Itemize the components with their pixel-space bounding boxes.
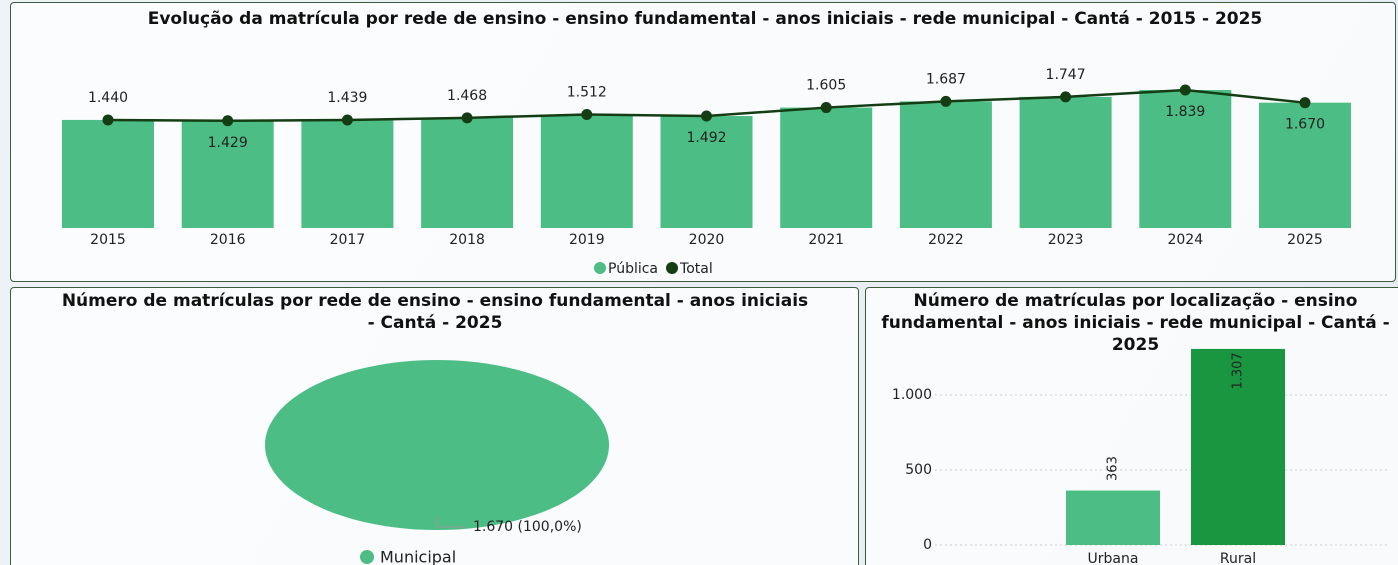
- point: [701, 110, 712, 122]
- point: [820, 102, 832, 114]
- leader-line: [436, 517, 465, 528]
- bar: [1259, 102, 1351, 228]
- legend-marker: [594, 262, 606, 274]
- bar: [1019, 96, 1112, 229]
- x-tick-label: Urbana: [1088, 551, 1139, 565]
- point: [102, 114, 114, 126]
- point: [1060, 91, 1072, 103]
- x-tick-label: 2021: [808, 232, 844, 248]
- data-label: 1.512: [567, 85, 607, 101]
- bar: [899, 101, 992, 228]
- data-label: 363: [1106, 456, 1121, 481]
- x-tick-label: 2015: [90, 232, 126, 248]
- legend-label: Total: [679, 261, 713, 277]
- data-label: 1.440: [88, 90, 128, 106]
- x-tick-label: 2022: [928, 232, 964, 248]
- data-label: 1.439: [327, 90, 367, 106]
- x-tick-label: 2017: [330, 232, 366, 248]
- data-label: 1.839: [1165, 104, 1205, 120]
- data-label: 1.605: [806, 78, 846, 94]
- data-label: 1.307: [1231, 352, 1246, 389]
- pie-slice: [265, 360, 609, 530]
- bar: [660, 116, 753, 228]
- x-tick-label: 2016: [210, 232, 246, 248]
- point: [581, 109, 593, 121]
- bar: [181, 120, 274, 228]
- data-label: 1.670: [1285, 117, 1325, 133]
- point: [1299, 97, 1311, 109]
- data-label: 1.687: [926, 71, 966, 87]
- chart-title: Evolução da matrícula por rede de ensino…: [147, 9, 1263, 29]
- data-label: 1.747: [1046, 67, 1086, 83]
- bar: [780, 107, 873, 228]
- bar: [421, 117, 514, 228]
- y-tick-label: 500: [905, 462, 932, 478]
- point: [222, 115, 234, 127]
- chart-title: Número de matrículas por localização - e…: [881, 291, 1390, 355]
- y-tick-label: 0: [923, 537, 932, 553]
- x-tick-label: 2019: [569, 232, 605, 248]
- point: [341, 114, 353, 126]
- x-tick-label: 2025: [1287, 232, 1323, 248]
- data-label: 1.670 (100,0%): [473, 519, 582, 535]
- legend-marker: [666, 262, 679, 274]
- x-tick-label: 2024: [1167, 232, 1203, 248]
- bar: [301, 120, 394, 228]
- chart-title: Número de matrículas por rede de ensino …: [61, 291, 809, 333]
- x-tick-label: 2018: [449, 232, 485, 248]
- legend-marker: [360, 550, 374, 564]
- x-tick-label: 2023: [1048, 232, 1084, 248]
- data-label: 1.492: [686, 130, 726, 146]
- data-label: 1.429: [208, 135, 248, 151]
- point: [1179, 84, 1191, 96]
- bar: [1191, 348, 1285, 545]
- y-tick-label: 1.000: [892, 387, 932, 403]
- bar: [1066, 490, 1160, 545]
- bar: [1139, 90, 1232, 228]
- x-tick-label: Rural: [1220, 551, 1256, 565]
- legend-label: Municipal: [380, 548, 456, 565]
- legend-label: Pública: [608, 261, 658, 277]
- point: [940, 95, 952, 107]
- data-label: 1.468: [447, 88, 487, 104]
- bar: [62, 119, 154, 228]
- bar: [540, 114, 633, 228]
- point: [461, 112, 473, 124]
- x-tick-label: 2020: [689, 232, 725, 248]
